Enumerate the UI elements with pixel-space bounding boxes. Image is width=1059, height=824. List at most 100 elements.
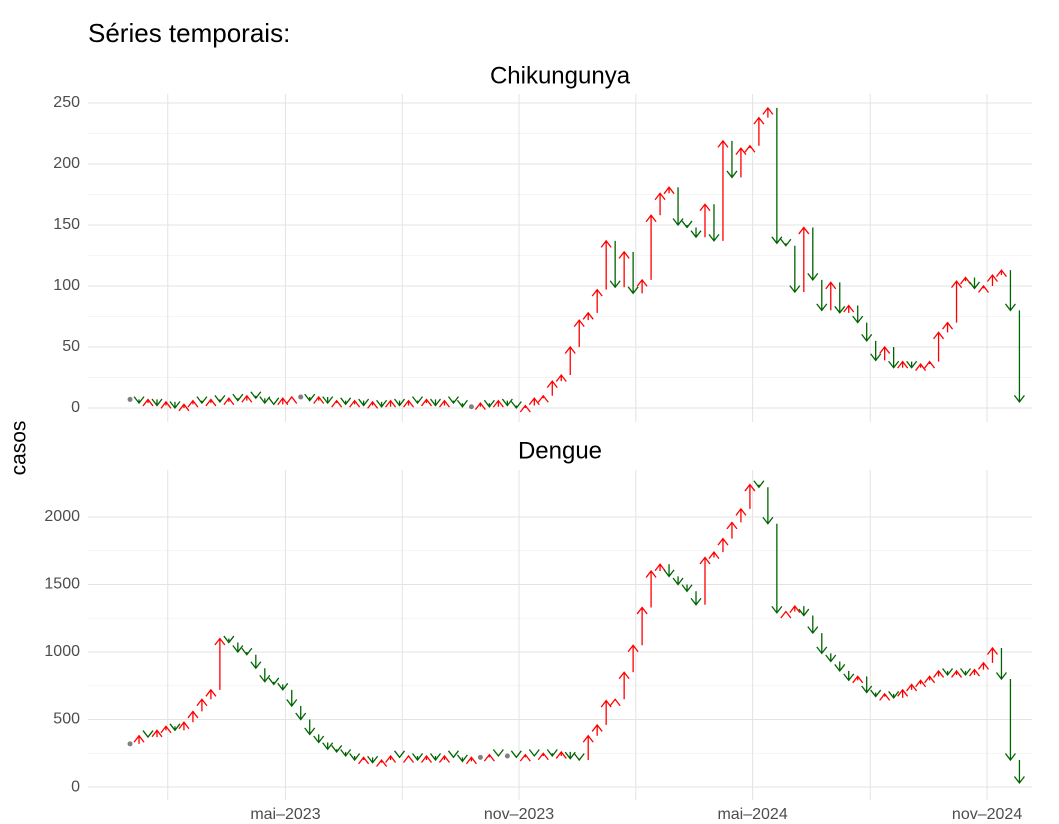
arrow — [313, 395, 325, 404]
arrow — [438, 399, 450, 408]
arrow — [645, 569, 657, 608]
arrow — [942, 321, 954, 333]
point — [504, 753, 510, 759]
arrow — [618, 671, 630, 700]
arrow — [376, 758, 388, 767]
arrow — [986, 273, 998, 286]
y-tick-label: 0 — [71, 778, 80, 795]
arrow — [699, 556, 711, 605]
y-tick-label: 1000 — [44, 643, 80, 660]
arrow — [762, 487, 774, 525]
arrow — [304, 719, 316, 736]
arrow — [546, 380, 558, 396]
arrow — [501, 398, 513, 407]
arrow — [304, 393, 316, 402]
arrow — [367, 755, 379, 764]
arrow — [879, 345, 891, 361]
arrow — [1013, 310, 1025, 403]
arrow — [573, 753, 585, 762]
arrow — [340, 749, 352, 758]
arrow — [537, 394, 549, 403]
arrow — [915, 679, 927, 688]
arrow — [951, 669, 963, 678]
arrow — [753, 116, 765, 146]
point — [477, 754, 483, 760]
arrow — [187, 710, 199, 723]
arrow — [250, 654, 262, 670]
arrow — [510, 401, 522, 410]
arrow — [582, 734, 594, 761]
arrow — [268, 397, 280, 406]
arrow — [151, 398, 163, 407]
arrow — [843, 304, 855, 313]
arrow — [358, 398, 370, 407]
y-tick-label: 100 — [53, 277, 80, 294]
arrow — [699, 203, 711, 238]
arrow — [187, 399, 199, 408]
arrow — [915, 362, 927, 371]
arrow — [807, 227, 819, 281]
arrow — [555, 373, 567, 382]
arrow — [331, 399, 343, 408]
arrow — [277, 397, 289, 406]
arrow — [1004, 270, 1016, 312]
arrow — [627, 644, 639, 673]
y-tick-label: 200 — [53, 155, 80, 172]
arrow — [456, 754, 468, 763]
panel — [88, 94, 1032, 422]
arrow — [924, 675, 936, 684]
arrow — [241, 647, 253, 656]
arrow — [232, 393, 244, 402]
arrow — [654, 563, 666, 572]
arrow — [762, 106, 774, 118]
arrow — [286, 395, 298, 404]
arrow — [825, 281, 837, 311]
arrow — [582, 311, 594, 321]
arrow — [798, 226, 810, 293]
arrow — [412, 753, 424, 762]
arrow — [591, 723, 603, 736]
arrow — [618, 250, 630, 288]
arrow — [385, 399, 397, 408]
arrow — [169, 401, 181, 410]
arrow — [690, 591, 702, 606]
arrow — [726, 140, 738, 179]
arrow — [1004, 679, 1016, 762]
arrow — [133, 734, 145, 744]
point — [127, 396, 133, 402]
y-tick-label: 50 — [62, 338, 80, 355]
arrow — [403, 399, 415, 408]
point — [298, 394, 304, 400]
arrow — [205, 398, 217, 407]
arrow — [681, 220, 693, 229]
arrow — [367, 400, 379, 409]
arrow — [205, 688, 217, 700]
arrow — [438, 754, 450, 763]
arrow — [609, 698, 621, 707]
panel-title: Chikungunya — [490, 62, 631, 89]
arrow — [403, 754, 415, 763]
arrow — [960, 668, 972, 677]
arrow — [178, 403, 190, 412]
arrow — [483, 753, 495, 762]
arrow — [636, 278, 648, 294]
arrow — [852, 675, 864, 684]
arrow — [897, 688, 909, 698]
arrow — [573, 319, 585, 347]
arrow — [888, 346, 900, 369]
arrow — [780, 610, 792, 619]
arrow — [672, 187, 684, 227]
arrow — [986, 646, 998, 663]
arrow — [663, 564, 675, 578]
arrow — [510, 750, 522, 759]
arrow — [591, 288, 603, 313]
arrow — [789, 245, 801, 294]
arrow — [259, 668, 271, 683]
arrow — [870, 689, 882, 698]
arrow — [456, 399, 468, 408]
arrow — [133, 396, 145, 405]
arrow — [492, 749, 504, 758]
arrow — [924, 360, 936, 369]
arrow — [951, 280, 963, 323]
arrow — [429, 753, 442, 762]
